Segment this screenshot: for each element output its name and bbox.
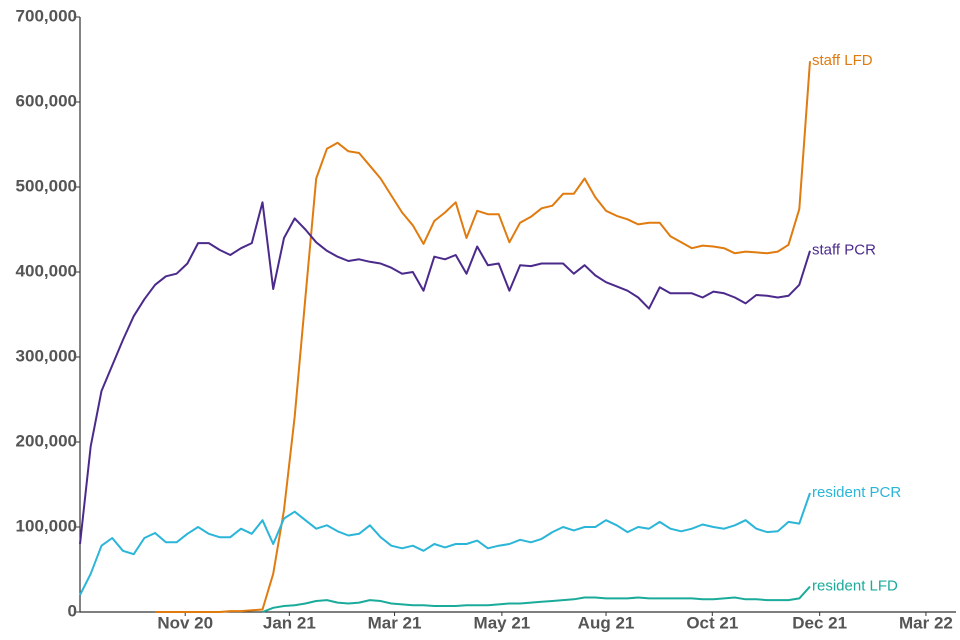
series-label: resident PCR — [812, 484, 901, 501]
series-label: staff LFD — [812, 52, 873, 69]
y-tick-label: 600,000 — [16, 91, 77, 110]
series-label: staff PCR — [812, 242, 876, 259]
series-line — [262, 585, 811, 613]
x-tick-label: May 21 — [474, 613, 531, 632]
x-tick-label: Dec 21 — [792, 613, 847, 632]
y-tick-label: 400,000 — [16, 261, 77, 280]
series-label: resident LFD — [812, 577, 898, 594]
x-tick-label: Oct 21 — [686, 613, 738, 632]
x-tick-label: Nov 20 — [157, 613, 213, 632]
y-tick-label: 100,000 — [16, 516, 77, 535]
x-tick-label: Aug 21 — [578, 613, 635, 632]
series-line — [79, 201, 811, 545]
series-line — [155, 61, 811, 613]
x-tick-label: Mar 21 — [368, 613, 422, 632]
x-tick-label: Jan 21 — [263, 613, 316, 632]
y-tick-label: 500,000 — [16, 176, 77, 195]
y-tick-label: 200,000 — [16, 431, 77, 450]
series-line — [79, 492, 811, 596]
y-tick-label: 0 — [68, 601, 77, 620]
y-tick-label: 700,000 — [16, 6, 77, 25]
y-tick-label: 300,000 — [16, 346, 77, 365]
x-tick-label: Mar 22 — [899, 613, 953, 632]
